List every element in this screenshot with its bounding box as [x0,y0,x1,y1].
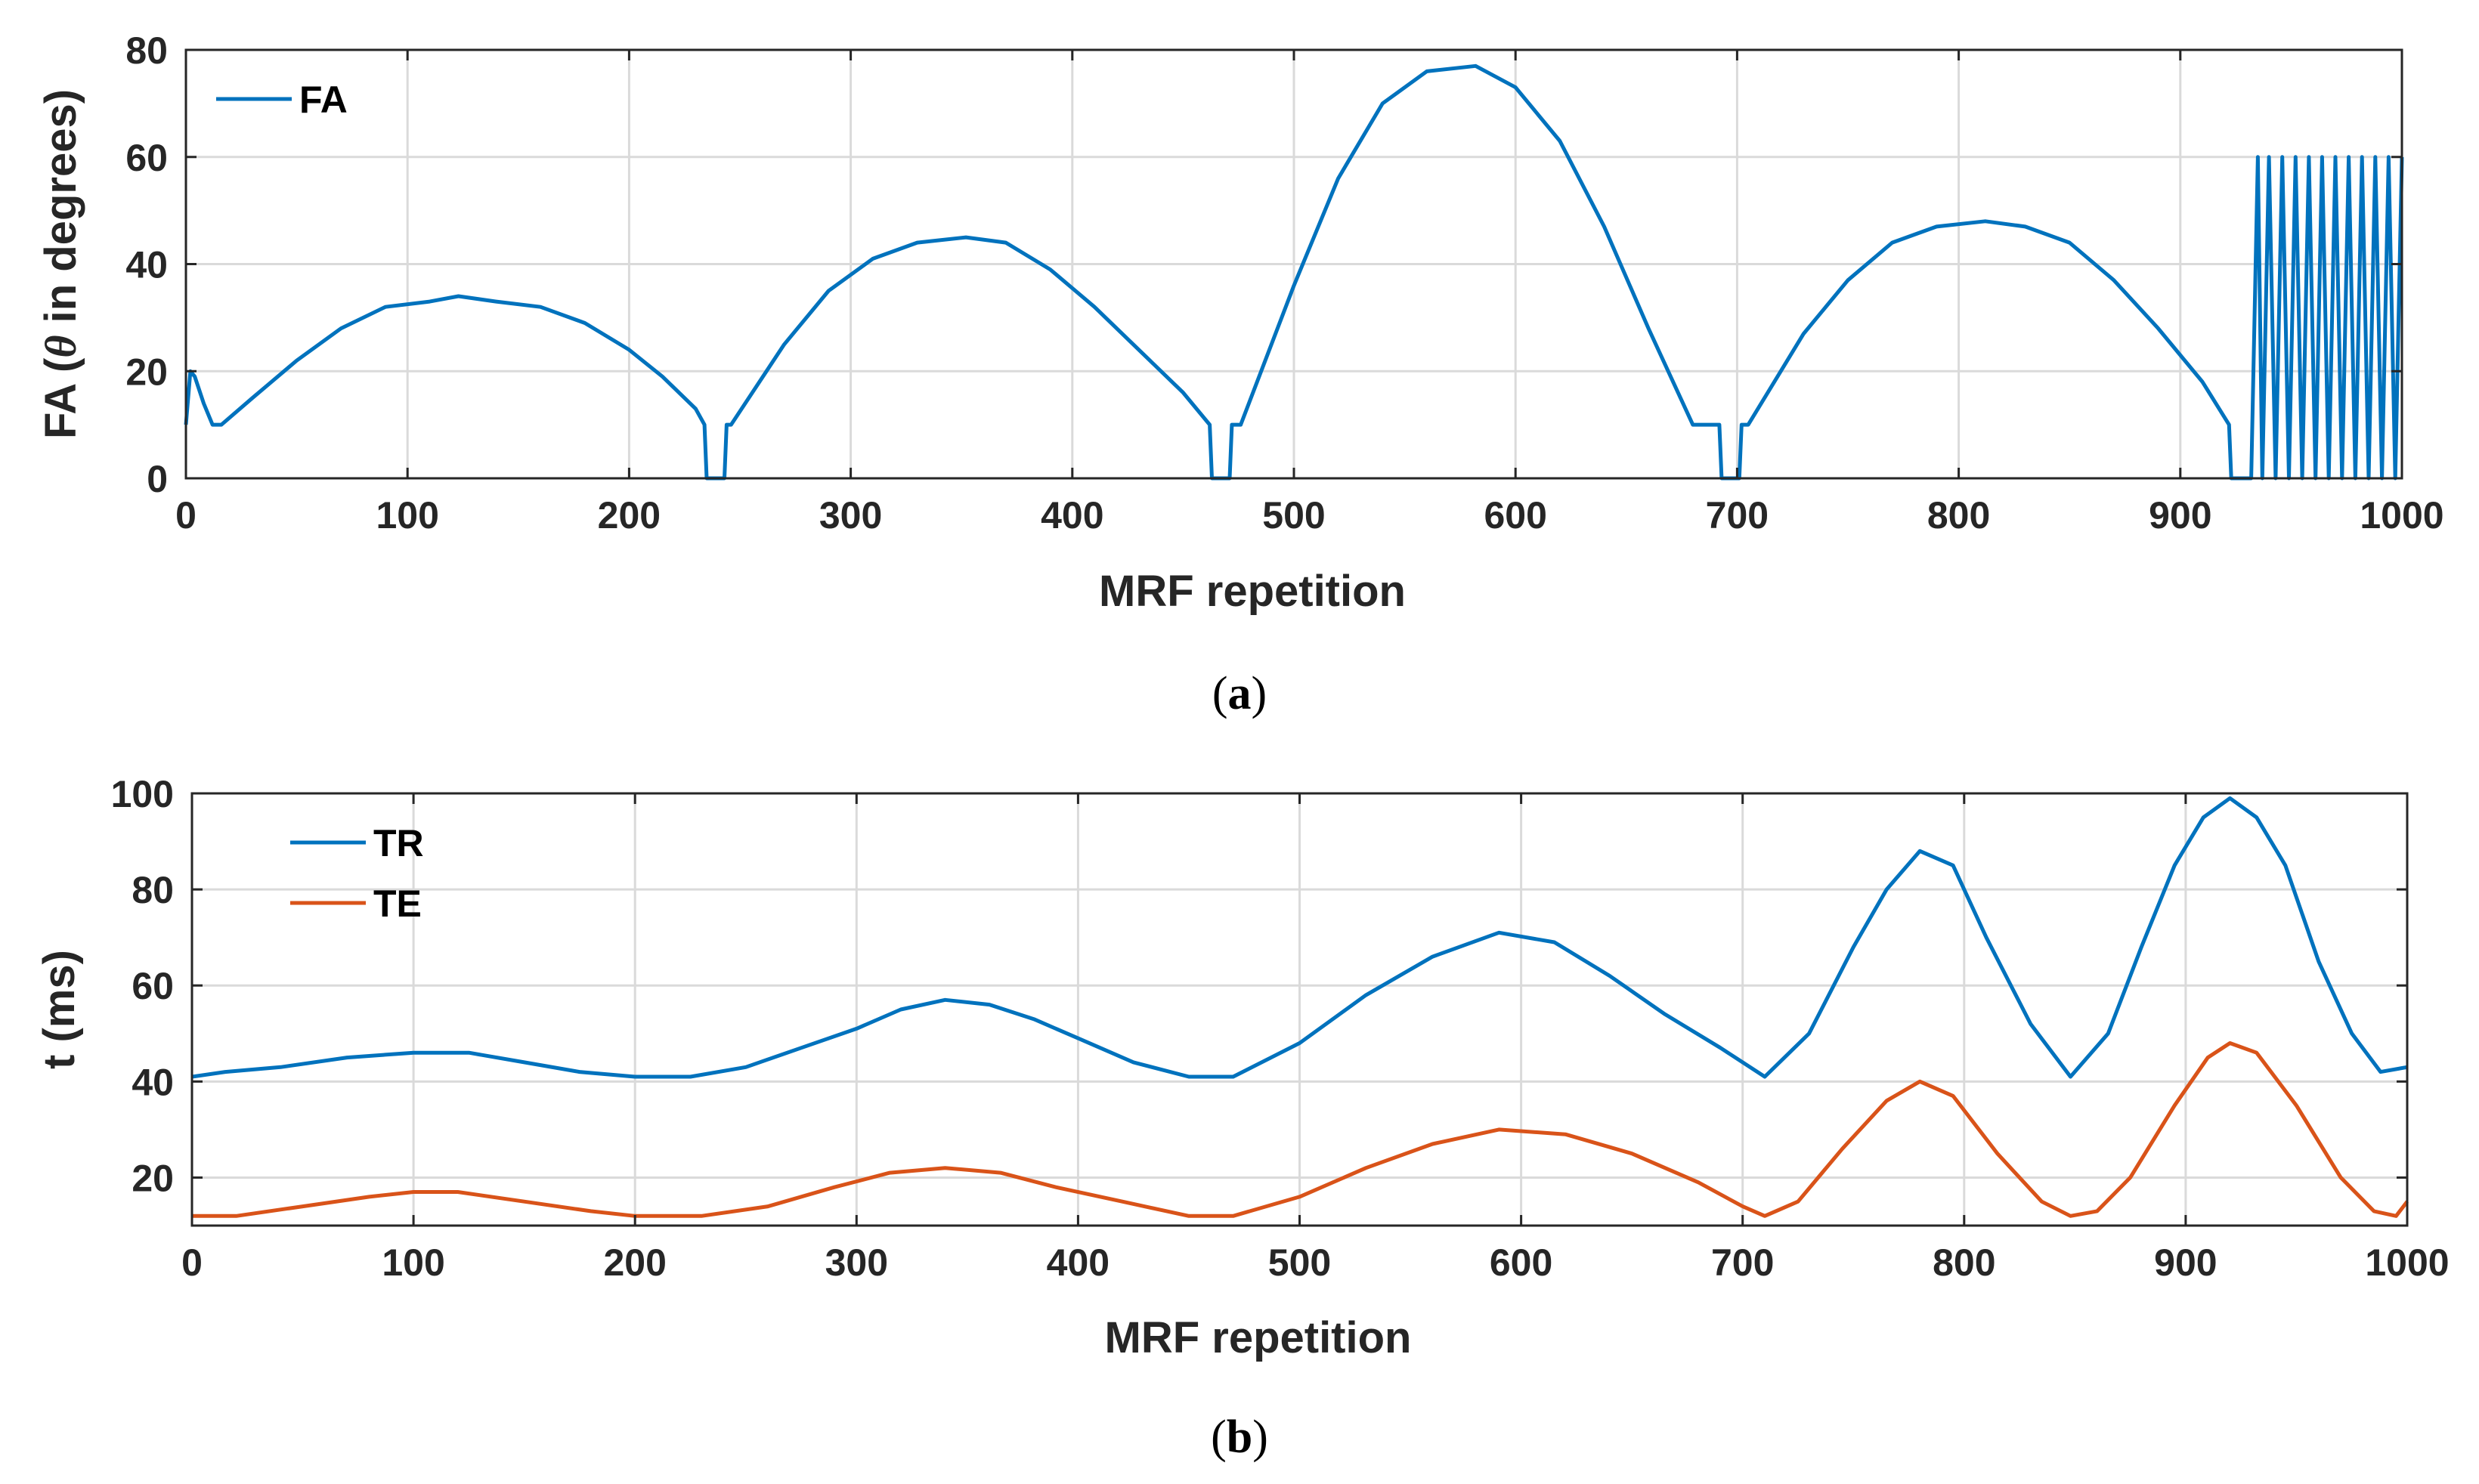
panel-b-x-tick-label: 1000 [2365,1241,2449,1284]
panel-a-y-axis-label-prefix: FA ( [36,357,85,439]
panel-b-y-tick-label: 40 [132,1061,174,1103]
panel-b-caption: (b) [1211,1411,1268,1463]
panel-a-x-tick-label: 1000 [2360,494,2443,536]
panel-b-series-tr-line [191,796,2408,1079]
panel-a-x-tick-label: 100 [376,494,438,536]
panel-a-chart: 0 100 200 300 400 500 600 700 800 900 1000 0 20 40 60 8… [36,29,2444,719]
panel-a-y-tick-label: 20 [125,351,168,393]
panel-b-x-axis-label: MRF repetition [1105,1313,1412,1362]
panel-b-x-tick-label: 700 [1711,1241,1774,1284]
panel-b-x-tick-label: 400 [1047,1241,1110,1284]
panel-a-x-tick-label: 900 [2149,494,2211,536]
panel-b-y-axis-label: t (ms) [35,950,84,1069]
panel-b-y-tick-label: 80 [132,869,174,911]
panel-b-y-tick-label: 60 [132,965,174,1007]
panel-b-gridlines [192,793,2407,1226]
panel-a-x-tick-label: 0 [175,494,197,536]
panel-a-x-tick-label: 500 [1262,494,1325,536]
panel-b-caption-open-paren: ( [1211,1411,1227,1463]
panel-a-caption-open-paren: ( [1212,668,1228,719]
panel-b-y-tick-label: 100 [111,773,174,815]
panel-b-ticks: 0 100 200 300 400 500 600 700 800 900 1000 20 40 60 80… [111,773,2450,1284]
panel-a-y-tick-label: 40 [125,244,168,286]
panel-a-x-axis-label: MRF repetition [1099,567,1406,616]
panel-a-y-axis-label-suffix: in degrees) [36,89,85,335]
panel-a-y-tick-label: 80 [125,29,168,72]
panel-a-x-tick-label: 300 [819,494,882,536]
panel-b-x-tick-label: 100 [382,1241,444,1284]
panel-a-x-tick-label: 700 [1706,494,1769,536]
panel-a-legend: FA [216,79,348,121]
panel-b-y-tick-label: 20 [132,1157,174,1199]
panel-a-series-group [184,63,2404,481]
panel-a-caption-close-paren: ) [1252,668,1267,719]
panel-b-series-te-line [192,1041,2409,1218]
panel-b-caption-letter: b [1227,1411,1252,1463]
panel-a-y-tick-label: 0 [147,458,168,500]
panel-a-ticks: 0 100 200 300 400 500 600 700 800 900 1000 0 20 40 60 8… [125,29,2443,536]
panel-b-legend-label-tr: TR [373,822,424,864]
panel-b-caption-close-paren: ) [1252,1411,1268,1463]
panel-a-x-tick-label: 200 [598,494,661,536]
panel-a-caption-letter: a [1228,668,1252,719]
panel-b-legend-label-te: TE [373,883,422,925]
panel-b-x-tick-label: 0 [181,1241,203,1284]
panel-b-x-tick-label: 900 [2154,1241,2217,1284]
panel-a-y-tick-label: 60 [125,137,168,179]
panel-a-x-tick-label: 800 [1927,494,1990,536]
panel-a-x-tick-label: 600 [1484,494,1546,536]
panel-b-legend: TR TE [290,822,424,925]
panel-b-chart: 0 100 200 300 400 500 600 700 800 900 1000 20 40 60 80… [35,773,2450,1463]
panel-a-legend-label-fa: FA [299,79,348,121]
panel-b-x-tick-label: 300 [825,1241,888,1284]
panel-a-series-fa-line [184,63,2404,481]
panel-b-x-tick-label: 200 [603,1241,666,1284]
panel-a-gridlines [186,50,2402,478]
panel-b-x-tick-label: 600 [1490,1241,1552,1284]
panel-b-series-group [191,796,2409,1218]
panel-b-x-tick-label: 500 [1268,1241,1331,1284]
panel-a-caption: (a) [1212,668,1267,719]
panel-a-y-axis-label-symbol: θ [36,335,85,358]
panel-a-y-axis-label: FA (θ in degrees) [36,89,85,439]
panel-b-x-tick-label: 800 [1933,1241,1995,1284]
panel-a-x-tick-label: 400 [1041,494,1103,536]
